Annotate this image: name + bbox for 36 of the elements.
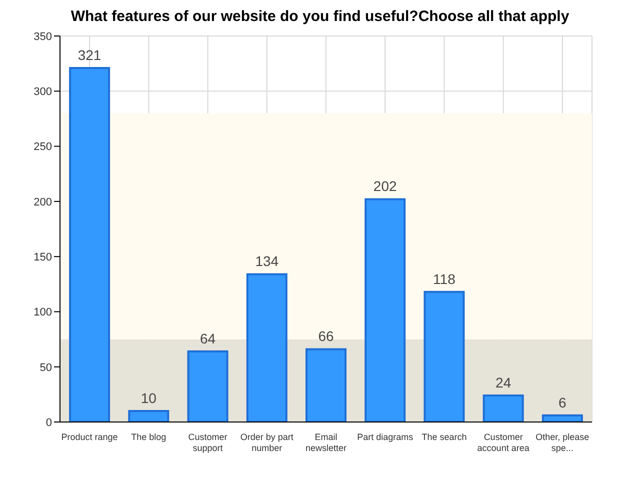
y-tick-label: 150 xyxy=(34,251,52,264)
bar xyxy=(128,410,170,422)
bar xyxy=(482,394,524,422)
data-label: 118 xyxy=(433,270,456,287)
data-label: 321 xyxy=(78,46,102,63)
y-tick-label: 300 xyxy=(34,86,52,98)
y-tick-label: 50 xyxy=(40,362,52,374)
bar xyxy=(187,350,228,422)
x-tick-label: Part diagrams xyxy=(357,432,414,442)
y-tick-label: 0 xyxy=(46,416,52,429)
bar xyxy=(424,290,465,422)
x-tick-label: Email newsletter xyxy=(305,432,347,453)
data-label: 6 xyxy=(558,394,567,410)
bar xyxy=(246,273,288,422)
data-label: 10 xyxy=(140,390,157,406)
y-tick-label: 350 xyxy=(34,30,52,43)
x-tick-label: The search xyxy=(422,432,467,442)
y-tick-label: 100 xyxy=(34,306,52,319)
x-tick-label: Other, please spe... xyxy=(536,432,590,453)
x-tick-label: Order by part number xyxy=(240,432,294,453)
x-tick-label: Customer account area xyxy=(477,432,530,453)
bar xyxy=(364,198,406,422)
x-tick-label: Customer support xyxy=(188,432,228,453)
x-tick-label: The blog xyxy=(131,432,166,442)
chart-title: What features of our website do you find useful?Choose all that apply xyxy=(70,8,570,27)
bar xyxy=(305,348,346,422)
bar xyxy=(542,414,583,422)
data-label: 66 xyxy=(318,328,334,344)
data-label: 24 xyxy=(496,374,512,391)
data-label: 202 xyxy=(373,178,397,194)
x-tick-label: Product range xyxy=(61,432,118,442)
y-tick-label: 250 xyxy=(34,141,52,154)
data-label: 64 xyxy=(200,330,216,346)
data-label: 134 xyxy=(255,253,279,270)
bar xyxy=(69,66,110,422)
y-tick-label: 200 xyxy=(34,196,52,208)
